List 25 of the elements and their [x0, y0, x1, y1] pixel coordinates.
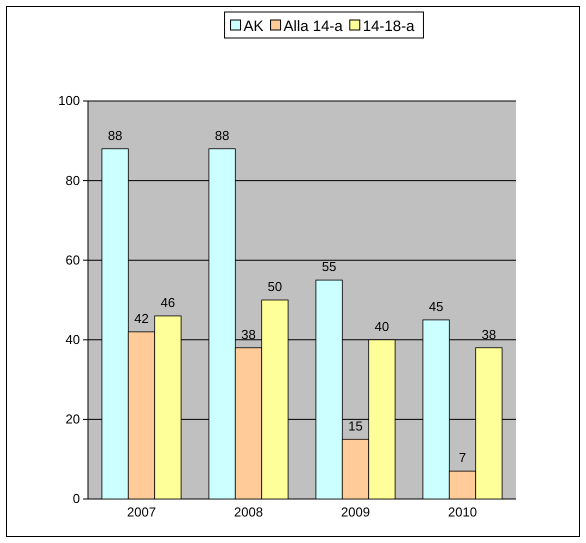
data-label: 45 [428, 298, 444, 314]
data-label: 88 [214, 128, 230, 143]
x-tick-label: 2010 [448, 504, 477, 520]
legend-label: AK [244, 18, 264, 35]
x-tick-label: 2008 [234, 504, 263, 520]
y-tick-label: 100 [58, 93, 80, 108]
y-tick-label: 80 [66, 172, 80, 188]
data-label: 42 [134, 310, 149, 326]
data-label: 55 [322, 259, 336, 274]
data-label: 50 [268, 279, 282, 294]
data-label: 40 [374, 318, 390, 334]
legend-label: 14-18-a [362, 18, 416, 35]
y-tick-label: 40 [66, 332, 80, 347]
x-tick-label: 2007 [127, 504, 156, 520]
data-label: 46 [160, 294, 176, 310]
data-label: 7 [458, 450, 466, 466]
y-tick-label: 0 [72, 491, 80, 506]
x-tick-label: 2009 [341, 504, 370, 520]
data-label: 15 [348, 418, 363, 434]
y-tick-label: 20 [66, 412, 80, 427]
legend-label: Alla 14-a [284, 18, 344, 35]
y-tick-label: 60 [66, 252, 80, 268]
data-label: 88 [108, 128, 122, 143]
data-label: 38 [241, 326, 256, 342]
data-label: 38 [482, 326, 496, 342]
